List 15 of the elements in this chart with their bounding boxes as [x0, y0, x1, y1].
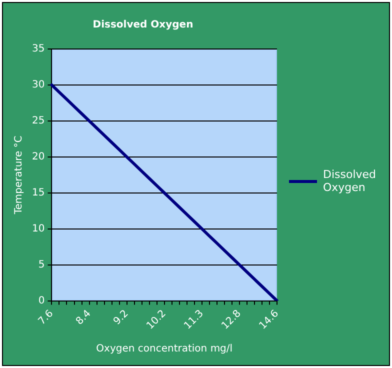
- x-tick-label: 7.6: [36, 308, 56, 328]
- y-tick-label: 0: [38, 295, 45, 306]
- x-tick-label: 9.2: [112, 308, 131, 328]
- x-tick-label: 8.4: [74, 308, 94, 328]
- y-axis-title: Temperature °C: [14, 136, 25, 216]
- x-axis-title: Oxygen concentration mg/l: [96, 344, 233, 355]
- y-tick-label: 25: [32, 116, 45, 127]
- legend-label: Dissolved Oxygen: [323, 168, 378, 194]
- y-tick-label: 35: [32, 44, 45, 55]
- y-tick-label: 5: [38, 259, 45, 270]
- y-tick-label: 30: [32, 80, 45, 91]
- y-tick-label: 10: [32, 223, 45, 234]
- y-tick-label: 20: [32, 151, 45, 162]
- y-tick-label: 15: [32, 187, 45, 198]
- chart-title: Dissolved Oxygen: [92, 20, 194, 31]
